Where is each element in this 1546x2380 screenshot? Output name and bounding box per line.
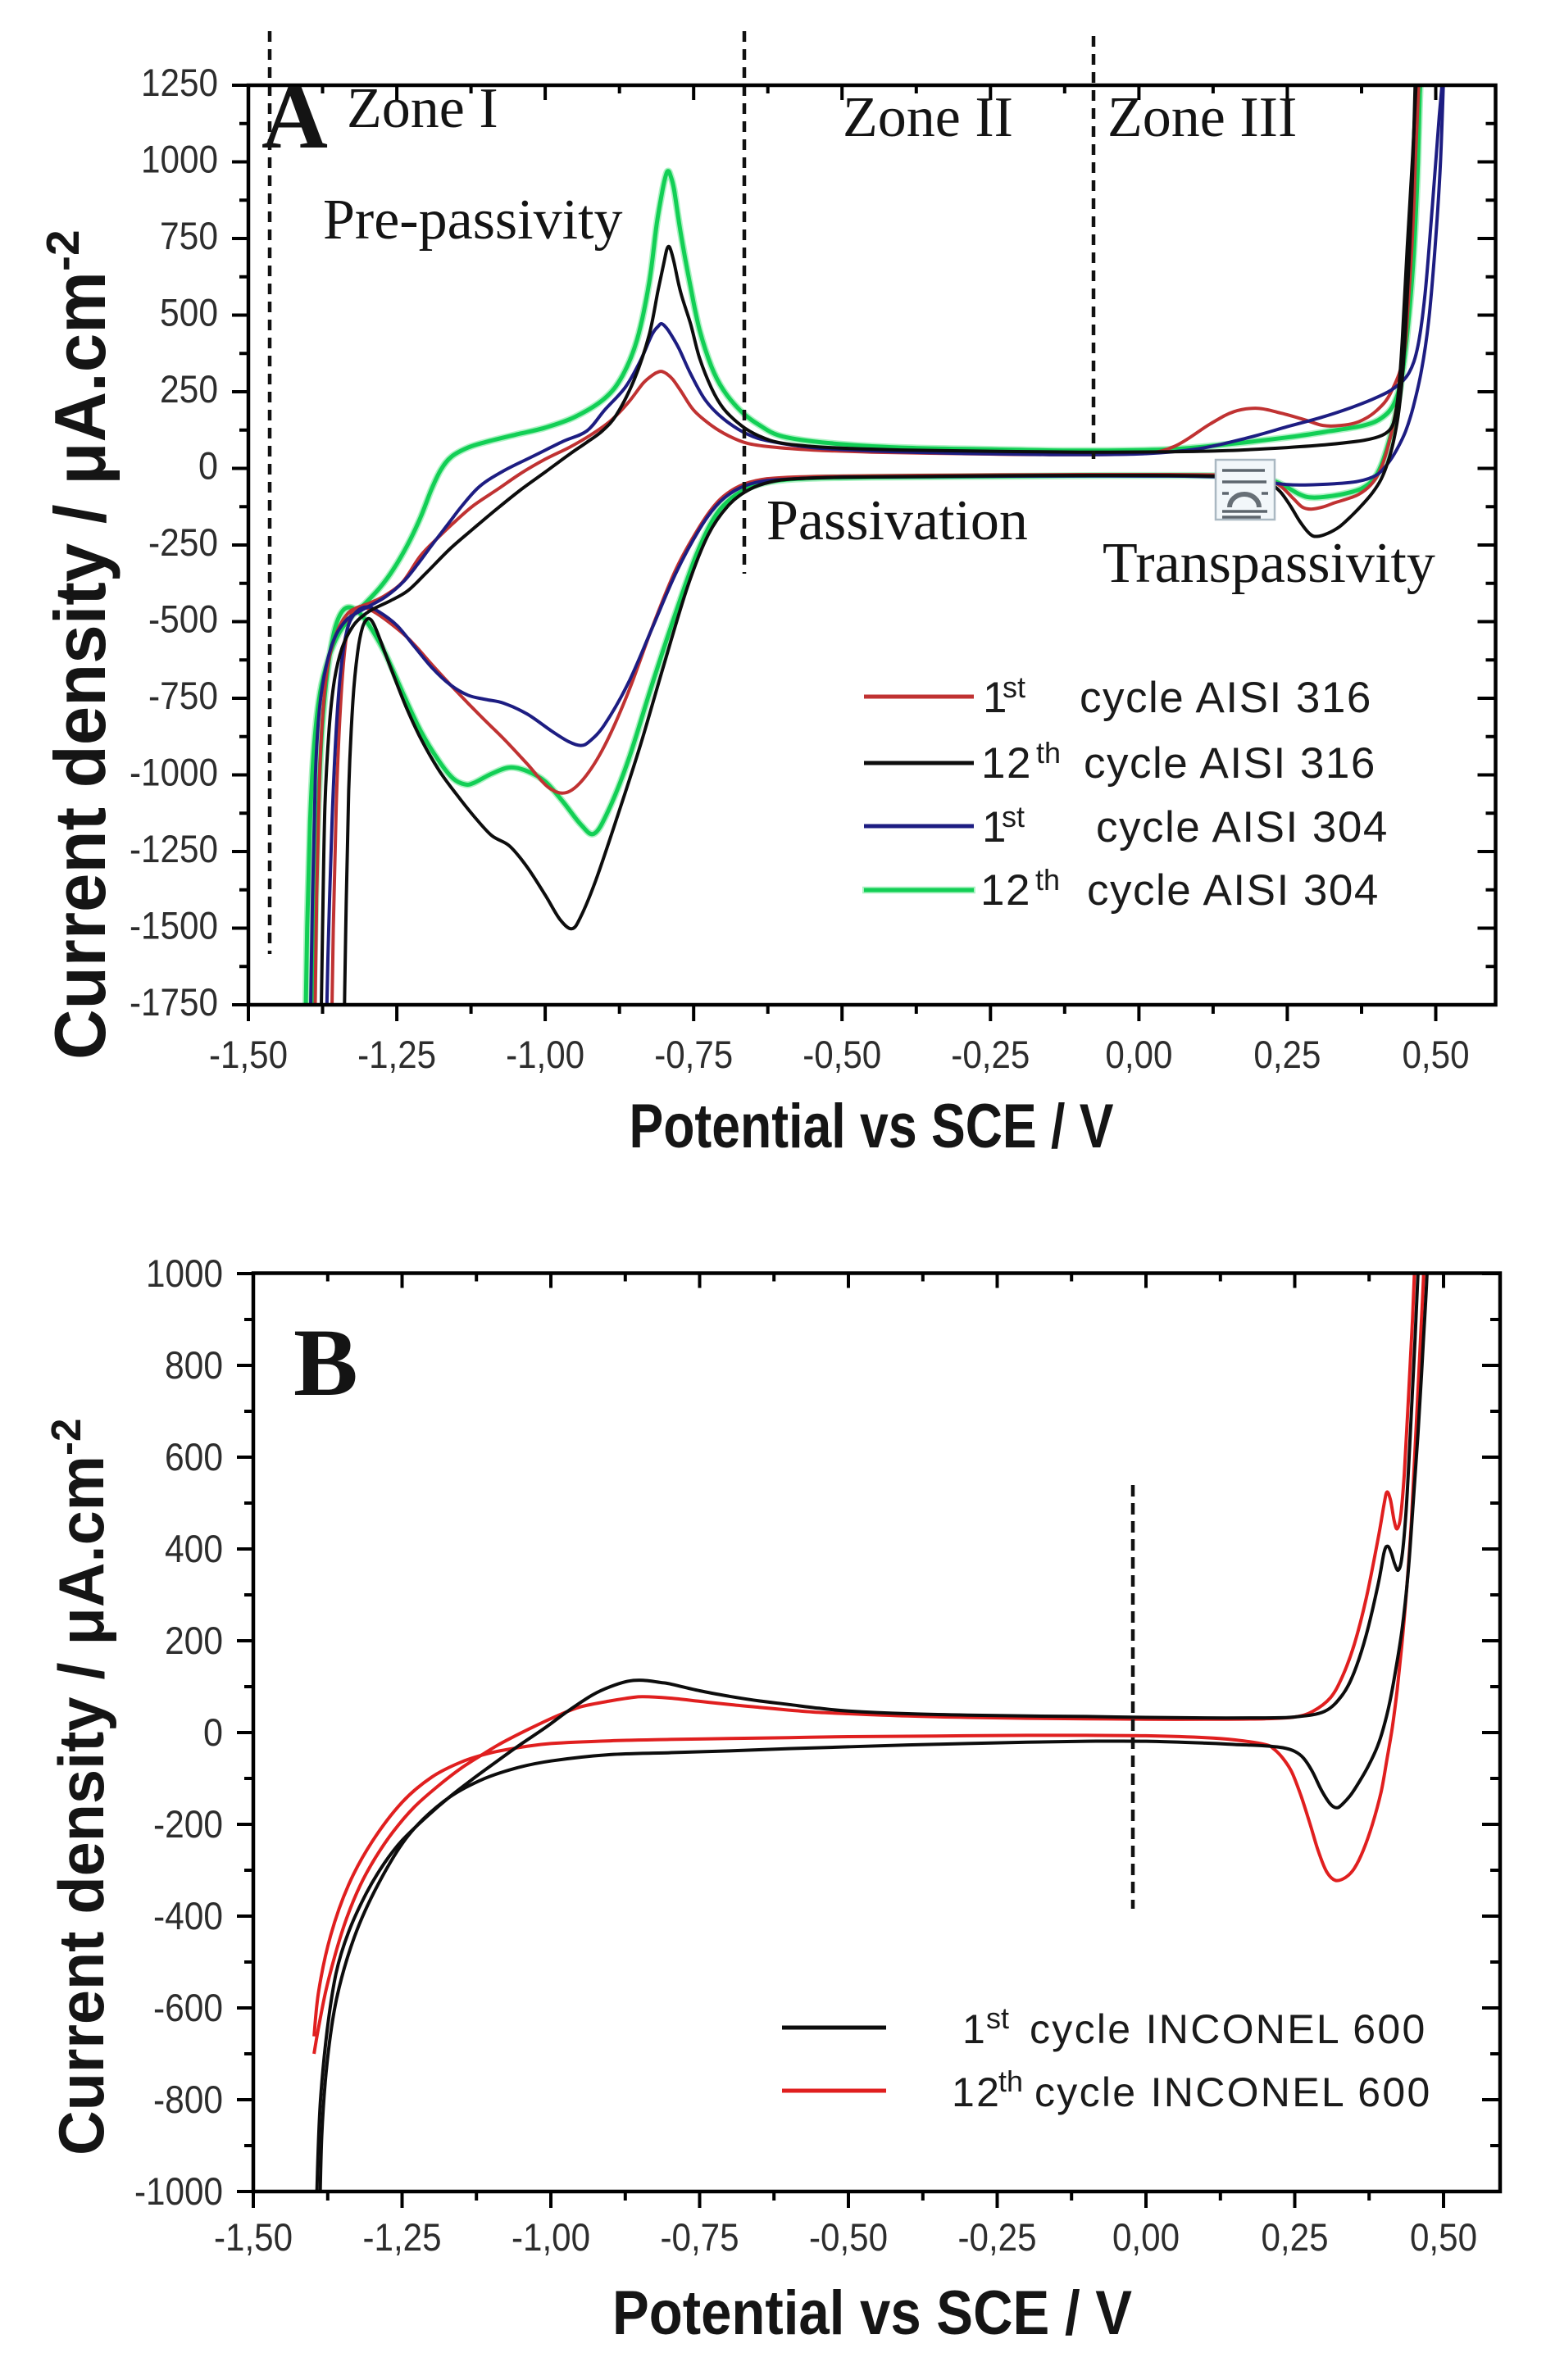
svg-text:500: 500 (160, 291, 218, 334)
svg-text:Potential vs SCE / V: Potential vs SCE / V (630, 1092, 1114, 1161)
svg-text:1250: 1250 (141, 61, 218, 104)
svg-text:-0,50: -0,50 (803, 1033, 881, 1076)
svg-text:-200: -200 (153, 1802, 223, 1846)
svg-text:-1,50: -1,50 (209, 1033, 288, 1076)
svg-text:-400: -400 (153, 1894, 223, 1937)
svg-text:cycle INCONEL 600: cycle INCONEL 600 (1034, 2069, 1432, 2115)
svg-text:-0,25: -0,25 (958, 2215, 1037, 2259)
svg-text:Zone II: Zone II (843, 86, 1013, 149)
svg-text:0: 0 (203, 1710, 223, 1754)
svg-text:-1,00: -1,00 (506, 1033, 584, 1076)
svg-text:-2: -2 (37, 229, 89, 271)
svg-text:st: st (1003, 670, 1025, 704)
svg-text:12: 12 (981, 739, 1032, 788)
svg-text:Passivation: Passivation (766, 489, 1028, 552)
svg-text:cycle AISI 304: cycle AISI 304 (1087, 866, 1380, 915)
svg-text:-0,50: -0,50 (809, 2215, 888, 2259)
svg-text:0,50: 0,50 (1403, 1033, 1470, 1076)
svg-text:-1500: -1500 (130, 904, 218, 947)
svg-text:-1000: -1000 (130, 751, 218, 794)
svg-text:12: 12 (980, 866, 1031, 915)
svg-text:-2: -2 (43, 1419, 89, 1456)
svg-text:0,25: 0,25 (1253, 1033, 1321, 1076)
svg-text:600: 600 (165, 1435, 223, 1478)
svg-text:-500: -500 (148, 597, 218, 641)
svg-text:Potential vs SCE / V: Potential vs SCE / V (612, 2278, 1132, 2348)
svg-text:200: 200 (165, 1619, 223, 1662)
svg-text:-1000: -1000 (134, 2169, 223, 2213)
svg-text:-1,25: -1,25 (357, 1033, 436, 1076)
svg-text:Current density / μA.cm: Current density / μA.cm (45, 1456, 117, 2155)
svg-text:-0,25: -0,25 (951, 1033, 1030, 1076)
svg-text:-250: -250 (148, 520, 218, 564)
svg-text:0,00: 0,00 (1105, 1033, 1172, 1076)
svg-text:cycle AISI 316: cycle AISI 316 (1084, 739, 1376, 788)
svg-text:800: 800 (165, 1343, 223, 1387)
svg-text:-1,00: -1,00 (512, 2215, 590, 2259)
svg-text:Transpassivity: Transpassivity (1103, 532, 1435, 595)
svg-text:750: 750 (160, 214, 218, 257)
svg-text:1000: 1000 (146, 1251, 223, 1295)
svg-text:0,00: 0,00 (1112, 2215, 1180, 2259)
svg-text:th: th (1035, 863, 1060, 897)
svg-text:Zone I: Zone I (347, 77, 498, 140)
svg-text:-0,75: -0,75 (654, 1033, 733, 1076)
svg-text:-800: -800 (153, 2078, 223, 2121)
svg-text:-750: -750 (148, 674, 218, 717)
svg-text:th: th (1036, 736, 1061, 770)
svg-text:1: 1 (962, 2006, 987, 2052)
svg-text:1: 1 (983, 674, 1008, 722)
svg-text:-1250: -1250 (130, 827, 218, 870)
svg-text:cycle INCONEL 600: cycle INCONEL 600 (1030, 2006, 1427, 2052)
svg-text:250: 250 (160, 367, 218, 411)
svg-text:400: 400 (165, 1527, 223, 1570)
svg-text:1: 1 (982, 803, 1007, 852)
svg-text:-1,50: -1,50 (214, 2215, 293, 2259)
svg-text:Current density / μA.cm: Current density / μA.cm (39, 271, 120, 1060)
svg-text:0,50: 0,50 (1410, 2215, 1477, 2259)
svg-text:-1,25: -1,25 (363, 2215, 442, 2259)
svg-text:cycle AISI 304: cycle AISI 304 (1096, 803, 1389, 852)
svg-text:Zone III: Zone III (1107, 86, 1297, 149)
svg-text:st: st (986, 2001, 1009, 2035)
svg-text:A: A (261, 66, 328, 168)
svg-text:1000: 1000 (141, 138, 218, 181)
svg-text:cycle AISI 316: cycle AISI 316 (1080, 674, 1372, 722)
svg-text:0,25: 0,25 (1262, 2215, 1329, 2259)
svg-text:st: st (1002, 800, 1025, 833)
svg-text:B: B (293, 1309, 358, 1416)
svg-text:-600: -600 (153, 1986, 223, 2029)
svg-text:-1750: -1750 (130, 980, 218, 1024)
svg-text:-0,75: -0,75 (661, 2215, 739, 2259)
svg-text:12: 12 (952, 2069, 1001, 2115)
svg-text:Pre-passivity: Pre-passivity (323, 188, 623, 252)
svg-text:0: 0 (198, 444, 218, 488)
svg-text:th: th (998, 2064, 1023, 2098)
